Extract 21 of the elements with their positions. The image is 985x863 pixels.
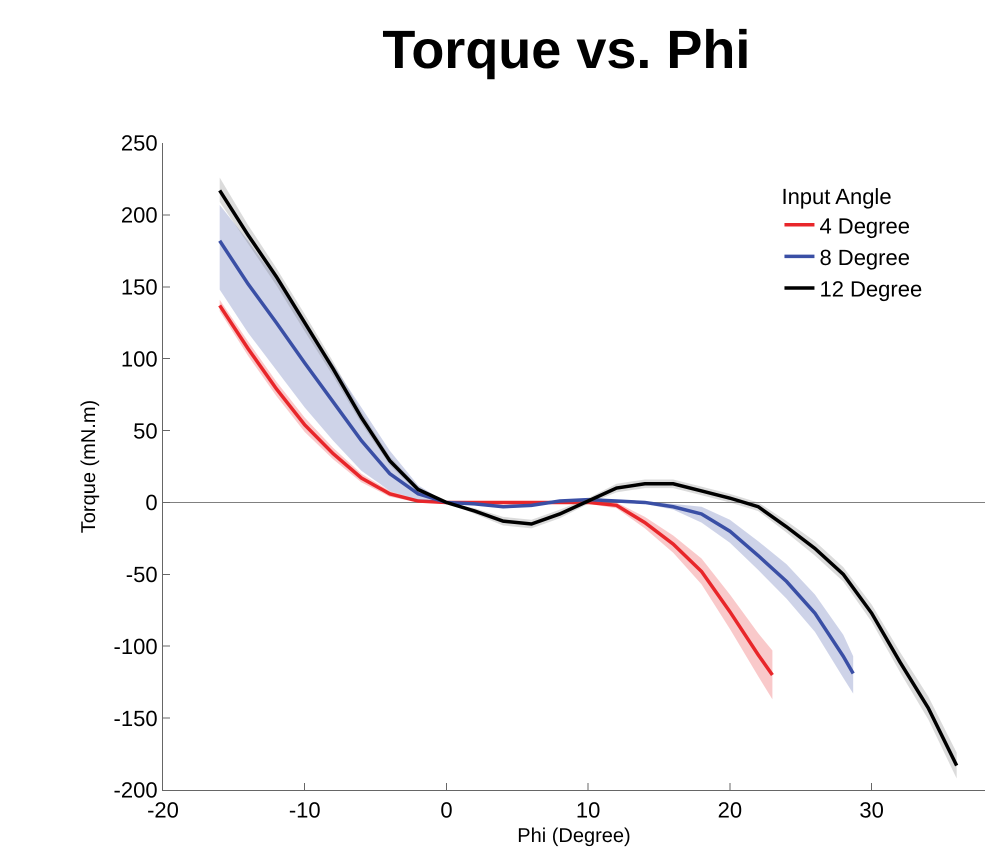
y-tick-label: 0 xyxy=(145,490,158,516)
y-tick-label: 100 xyxy=(120,346,158,372)
y-tick-label: 150 xyxy=(120,274,158,300)
x-tick-label: 20 xyxy=(718,797,742,822)
chart-title: Torque vs. Phi xyxy=(382,20,750,80)
x-tick-label: 10 xyxy=(576,797,600,822)
x-tick-label: -10 xyxy=(288,797,321,822)
x-tick-label: 30 xyxy=(859,797,884,822)
y-tick-label: -100 xyxy=(114,634,158,659)
y-tick-label: 200 xyxy=(120,202,158,228)
x-axis-title: Phi (Degree) xyxy=(517,824,631,847)
legend-label: 12 Degree xyxy=(819,276,922,302)
legend-label: 8 Degree xyxy=(819,244,910,270)
y-tick-label: -50 xyxy=(126,562,158,588)
legend-title: Input Angle xyxy=(781,184,892,209)
y-axis-title: Torque (mN.m) xyxy=(78,400,100,534)
y-tick-label: -150 xyxy=(114,706,158,731)
y-tick-label: 50 xyxy=(133,418,158,444)
x-tick-label: 0 xyxy=(440,797,453,822)
legend-label: 4 Degree xyxy=(819,213,910,238)
y-tick-label: 250 xyxy=(120,130,158,156)
